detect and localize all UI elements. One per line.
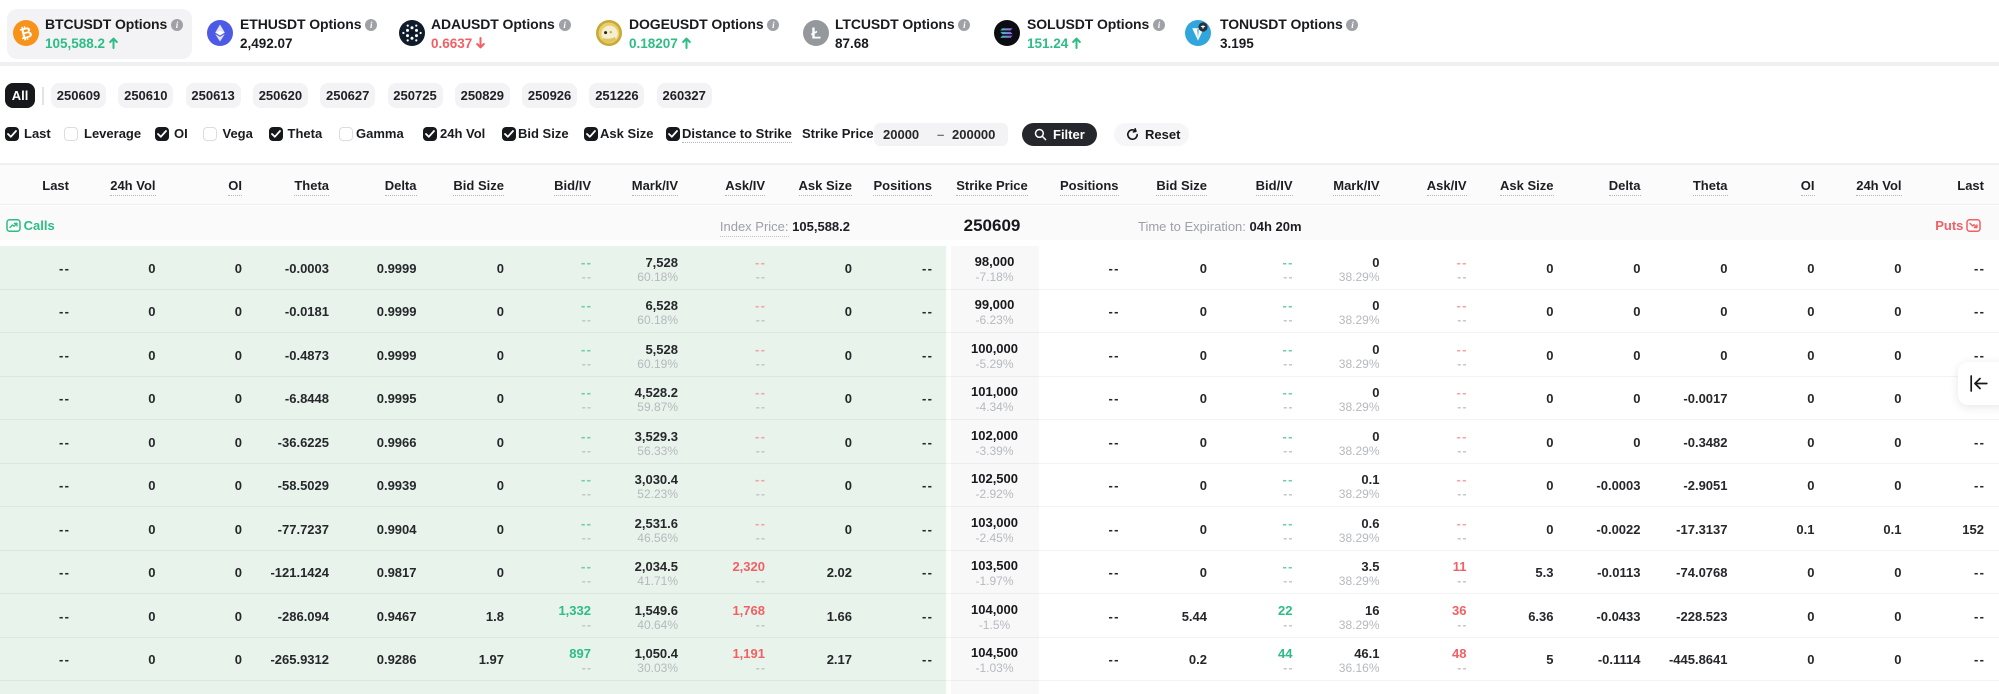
svg-text:₿: ₿ xyxy=(18,24,34,43)
svg-text:Ł: Ł xyxy=(811,26,821,43)
